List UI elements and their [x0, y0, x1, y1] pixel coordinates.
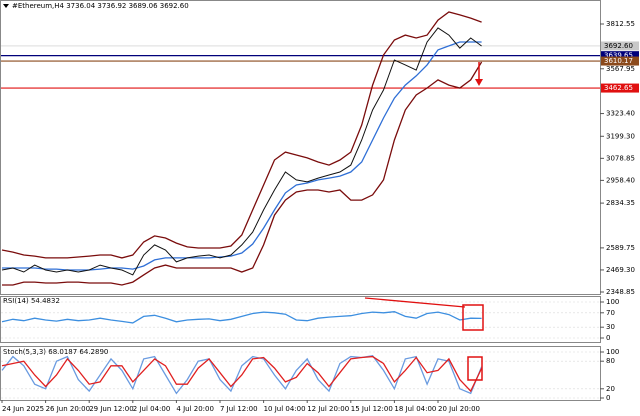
x-tick-label: 24 Jun 2025 [2, 405, 44, 413]
rsi-title: RSI(14) 54.4832 [3, 297, 60, 305]
series-line [1, 27, 482, 276]
x-tick-label: 7 Jul 12:00 [220, 405, 258, 413]
rsi-panel [0, 296, 601, 343]
y-tick-label: 2589.75 [606, 244, 635, 252]
series-line [1, 11, 482, 259]
arrow-head [475, 79, 483, 86]
series-line [1, 355, 483, 393]
y-tick-label: 2834.35 [606, 199, 635, 207]
y-tick-label: 20 [606, 385, 615, 393]
x-tick-label: 15 Jul 12:00 [351, 405, 393, 413]
series-line [2, 41, 482, 271]
menu-icon[interactable] [3, 4, 9, 8]
y-tick-label: 3199.30 [606, 132, 635, 140]
y-tick-label: 70 [606, 309, 615, 317]
x-tick-label: 10 Jul 04:00 [264, 405, 306, 413]
level-label: 3639.65 [604, 52, 633, 60]
x-tick-label: 29 Jun 12:00 [89, 405, 133, 413]
level-label: 3692.60 [604, 42, 633, 50]
y-tick-label: 100 [606, 298, 619, 306]
chart-title: #Ethereum,H4 3736.04 3736.92 3689.06 369… [12, 2, 189, 10]
y-tick-label: 3812.55 [606, 20, 635, 28]
y-tick-label: 3078.85 [606, 154, 635, 162]
x-tick-label: 2 Jul 04:00 [133, 405, 171, 413]
x-tick-label: 4 Jul 20:00 [176, 405, 214, 413]
highlight-box [462, 304, 484, 331]
x-tick-label: 18 Jul 04:00 [394, 405, 436, 413]
series-line [2, 61, 483, 286]
y-tick-label: 0 [606, 334, 610, 342]
level-label: 3462.65 [604, 84, 633, 92]
x-tick-label: 12 Jul 20:00 [307, 405, 349, 413]
y-tick-label: 3323.40 [606, 110, 635, 118]
highlight-box [467, 356, 483, 381]
x-tick-label: 20 Jul 20:00 [438, 405, 480, 413]
stoch-panel [0, 346, 601, 401]
y-tick-label: 30 [606, 323, 615, 331]
x-tick-label: 26 Jun 20:00 [46, 405, 90, 413]
level-label-box [601, 51, 639, 61]
trend-annotation [364, 297, 466, 308]
stoch-title: Stoch(5,3,3) 68.0187 64.2890 [3, 348, 108, 356]
series-line [1, 311, 482, 324]
y-tick-label: 3567.95 [606, 65, 635, 73]
y-tick-label: 2469.30 [606, 266, 635, 274]
y-tick-label: 0 [606, 394, 610, 402]
y-tick-label: 2348.85 [606, 288, 635, 296]
y-tick-label: 80 [606, 357, 615, 365]
y-tick-label: 2958.40 [606, 176, 635, 184]
level-label: 3610.17 [604, 57, 633, 65]
level-label-box [601, 41, 639, 51]
series-line [1, 354, 483, 395]
level-label-box [601, 83, 639, 93]
y-tick-label: 100 [606, 348, 619, 356]
level-label-box [601, 56, 639, 66]
main-panel [0, 0, 601, 295]
